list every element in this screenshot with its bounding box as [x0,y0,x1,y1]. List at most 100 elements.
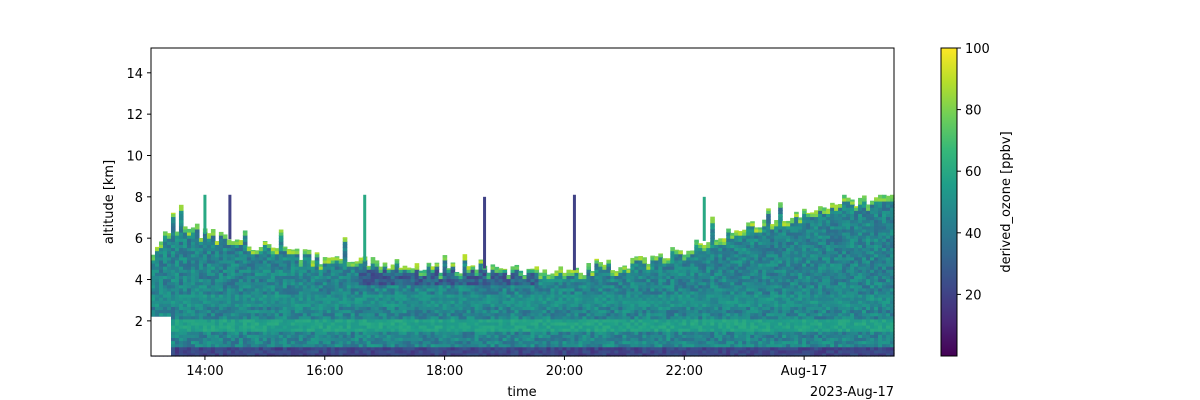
heatmap-cell [282,343,288,348]
heatmap-cell [350,278,356,283]
heatmap-cell [670,343,675,348]
heatmap-cell [350,266,356,270]
heatmap-cell [206,238,212,242]
heatmap-cell [686,306,691,311]
heatmap-cell [742,229,747,233]
heatmap-cell [666,331,671,335]
heatmap-cell [494,269,500,273]
heatmap-cell [530,328,536,332]
heatmap-cell [702,346,707,351]
heatmap-cell [614,324,619,329]
heatmap-cell [706,334,711,338]
heatmap-cell [706,331,711,335]
heatmap-cell [462,256,468,261]
heatmap-cell [526,306,532,311]
heatmap-cell [258,266,264,270]
heatmap-cell [638,297,643,301]
heatmap-cell [246,246,252,249]
heatmap-cell [234,256,240,261]
heatmap-cell [554,297,560,301]
heatmap-cells [151,194,895,357]
heatmap-cell [454,290,460,295]
heatmap-cell [498,328,504,332]
heatmap-cell [462,306,468,311]
heatmap-cell [274,337,280,342]
heatmap-cell [366,312,372,317]
heatmap-cell [646,343,651,348]
heatmap-cell [558,315,564,320]
heatmap-cell [498,318,504,323]
heatmap-cell [178,259,184,264]
heatmap-cell [474,278,480,283]
heatmap-cell [418,315,424,320]
heatmap-cell [426,269,432,273]
heatmap-cell [554,287,560,292]
heatmap-cell [382,334,388,338]
heatmap-cell [358,303,364,307]
heatmap-cell [674,328,679,332]
heatmap-cell [362,331,368,335]
heatmap-cell [598,290,603,295]
heatmap-cell [734,238,739,242]
heatmap-cell [574,331,580,335]
heatmap-cell [498,278,504,283]
heatmap-cell [642,272,647,276]
heatmap-cell [494,334,500,338]
heatmap-cell [738,290,743,295]
heatmap-cell [618,343,623,348]
heatmap-cell [418,343,424,348]
heatmap-cell [530,272,536,276]
heatmap-cell [426,303,432,307]
heatmap-cell [246,284,252,289]
heatmap-cell [402,318,408,323]
heatmap-cell [278,256,284,261]
heatmap-cell [258,284,264,289]
heatmap-cell [350,261,356,264]
heatmap-cell [606,272,611,276]
heatmap-cell [382,352,388,357]
heatmap-cell [370,259,376,264]
heatmap-cell [410,269,416,273]
heatmap-cell [246,250,252,255]
heatmap-cell [410,328,416,332]
heatmap-cell [314,346,320,351]
heatmap-cell [530,337,536,342]
heatmap-cell [370,303,376,307]
heatmap-cell [438,318,444,323]
heatmap-cell [718,349,723,354]
heatmap-cell [182,284,188,289]
heatmap-cell [318,306,324,311]
heatmap-cell [386,284,392,289]
heatmap-cell [646,312,651,317]
heatmap-cell [518,275,524,280]
heatmap-cell [406,306,412,311]
heatmap-cell [738,256,743,261]
heatmap-cell [542,318,548,323]
heatmap-cell [514,337,520,342]
heatmap-cell [202,244,208,249]
heatmap-cell [726,250,731,255]
heatmap-cell [390,275,396,280]
heatmap-cell [582,343,588,348]
heatmap-cell [202,281,208,286]
heatmap-cell [326,297,332,301]
heatmap-cell [430,346,436,351]
heatmap-cell [274,287,280,292]
heatmap-cell [234,278,240,283]
heatmap-cell [362,293,368,298]
heatmap-cell [746,293,751,298]
heatmap-cell [418,352,424,357]
heatmap-cell [186,231,192,236]
heatmap-cell [526,331,532,335]
heatmap-cell [622,306,627,311]
heatmap-cell [366,290,372,295]
heatmap-cell [554,278,560,283]
heatmap-cell [690,287,695,292]
heatmap-cell [210,331,216,335]
heatmap-cell [710,266,715,270]
heatmap-cell [190,315,196,320]
heatmap-cell [462,281,468,286]
heatmap-cell [194,340,200,345]
heatmap-cell [151,309,156,314]
heatmap-cell [390,278,396,283]
